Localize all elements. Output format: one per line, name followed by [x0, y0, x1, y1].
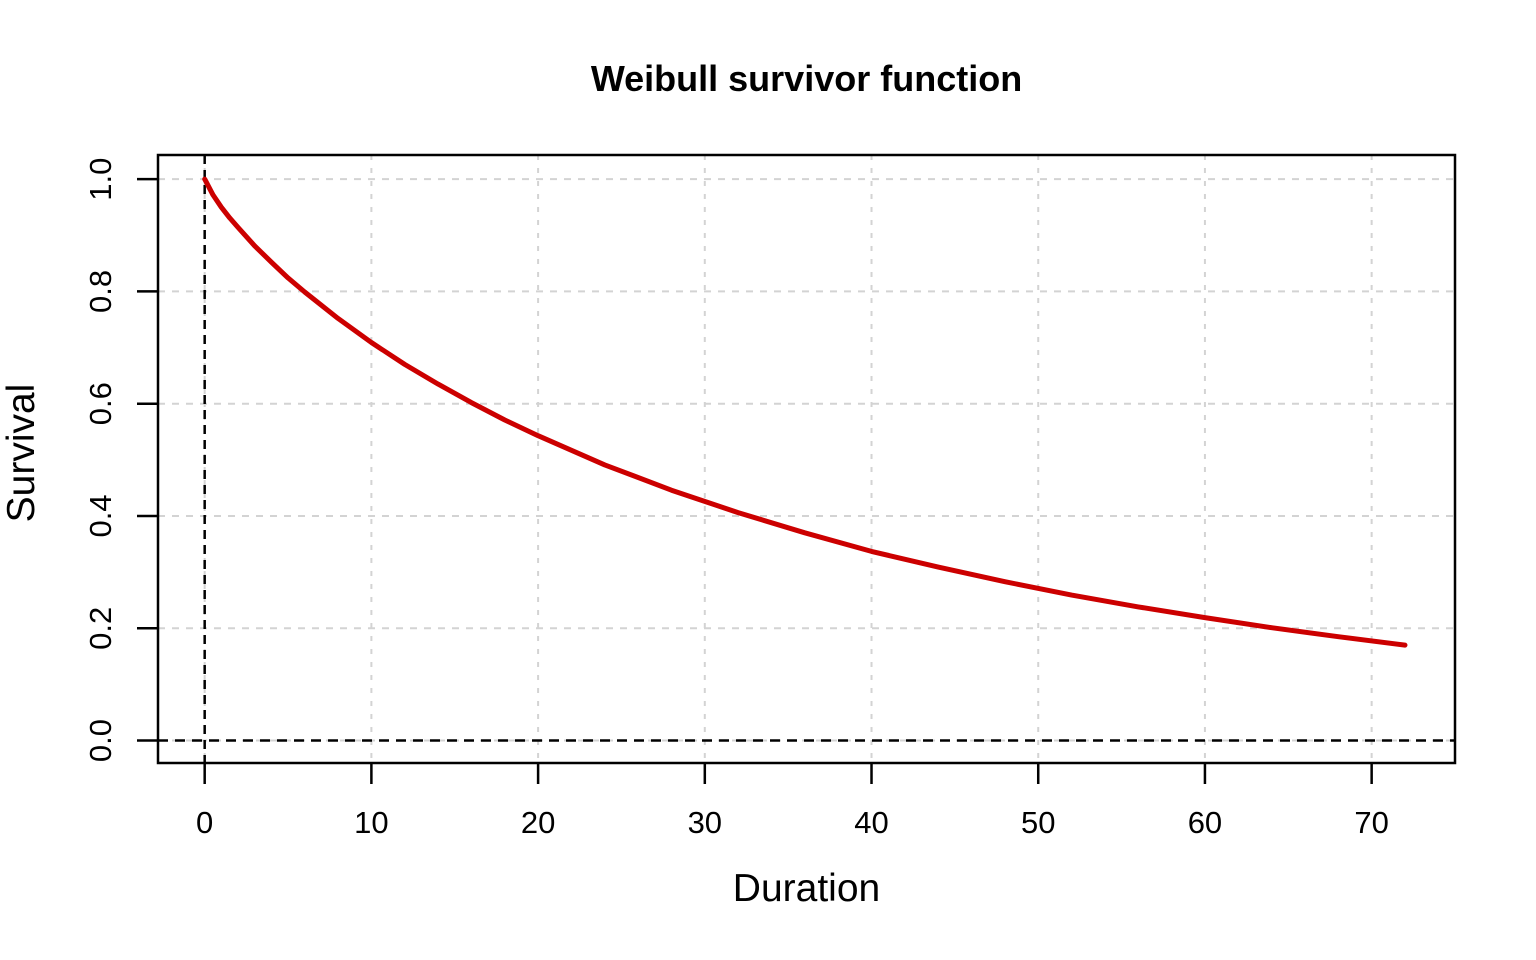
x-tick-label: 10 [354, 805, 388, 840]
x-tick-label: 60 [1188, 805, 1222, 840]
y-tick-label: 0.0 [83, 719, 118, 762]
plot-box [156, 153, 1457, 765]
y-tick-label: 0.8 [83, 270, 118, 313]
chart-title: Weibull survivor function [590, 58, 1023, 99]
x-tick-label: 70 [1354, 805, 1388, 840]
survival-curve [202, 176, 1408, 648]
y-tick-label: 0.2 [83, 607, 118, 650]
x-tick-label: 50 [1021, 805, 1055, 840]
y-tick-label: 0.6 [83, 382, 118, 425]
y-tick-label: 0.4 [83, 494, 118, 537]
x-axis-label: Duration [732, 867, 881, 910]
x-tick-label: 20 [521, 805, 555, 840]
y-tick-label: 1.0 [83, 158, 118, 201]
x-tick-label: 0 [196, 805, 213, 840]
x-tick-label: 40 [854, 805, 888, 840]
x-tick-label: 30 [688, 805, 722, 840]
y-axis-label: Survival [0, 383, 43, 523]
